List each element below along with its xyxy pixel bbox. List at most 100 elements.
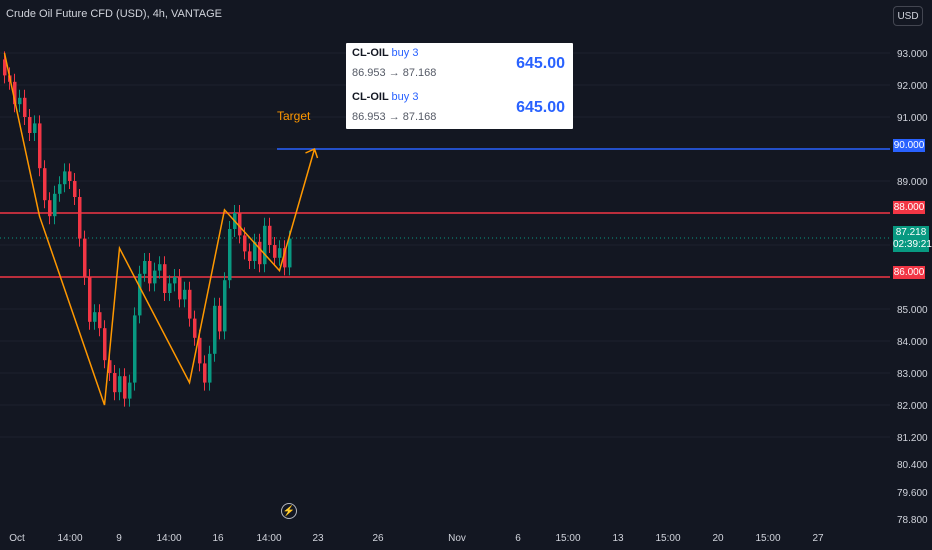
candle — [223, 272, 227, 340]
candle — [43, 160, 47, 209]
candle-body — [123, 376, 127, 399]
x-tick-label: 9 — [116, 533, 122, 544]
pattern-line[interactable] — [3, 52, 316, 406]
y-tick-label: 84.000 — [897, 337, 928, 348]
y-tick-label: 93.000 — [897, 49, 928, 60]
trade-amount: 645.00 — [516, 99, 565, 116]
candle — [3, 51, 7, 84]
x-tick-label: 26 — [372, 533, 384, 544]
currency-button[interactable]: USD — [893, 6, 923, 26]
candle — [58, 176, 62, 202]
candle — [78, 189, 82, 247]
candle-body — [43, 168, 47, 201]
y-tick-label: 85.000 — [897, 305, 928, 316]
price-axis[interactable]: 93.000 92.000 91.000 89.000 85.000 84.000 83.0… — [897, 49, 928, 526]
candle-body — [258, 241, 262, 265]
candle-body — [198, 337, 202, 364]
price-levels — [0, 148, 890, 278]
candle — [88, 269, 92, 330]
trade-side: buy 3 — [391, 47, 419, 59]
time-axis[interactable]: Oct 14:00 9 14:00 16 14:00 23 26 Nov 6 15:00 13 15:0… — [9, 533, 824, 544]
candle-body — [153, 270, 157, 284]
candle — [173, 269, 177, 292]
x-tick-label: 14:00 — [156, 533, 181, 544]
candle-body — [83, 238, 87, 277]
candle-body — [33, 123, 37, 133]
y-tick-label: 82.000 — [897, 401, 928, 412]
y-tick-label: 83.000 — [897, 369, 928, 380]
trade-side: buy 3 — [391, 91, 419, 103]
x-tick-label: Nov — [448, 533, 466, 544]
candle-body — [193, 318, 197, 338]
candle — [208, 345, 212, 391]
candle — [38, 115, 42, 177]
candle-body — [188, 289, 192, 319]
x-tick-label: Oct — [9, 533, 25, 544]
candle-body — [218, 305, 222, 332]
candle — [158, 256, 162, 279]
candle — [13, 73, 17, 113]
candle — [133, 307, 137, 391]
candle-body — [13, 81, 17, 105]
candle — [188, 281, 192, 327]
candle-body — [3, 59, 7, 76]
bar-countdown: 02:39:21 — [893, 239, 932, 250]
candle — [28, 109, 32, 141]
candle-body — [268, 225, 272, 245]
candle — [258, 233, 262, 273]
trade-price-range: 86.953 → 87.168 — [352, 67, 437, 79]
candle-body — [128, 382, 132, 399]
candle — [183, 281, 187, 308]
candle-body — [163, 264, 167, 293]
candle — [128, 374, 132, 407]
x-tick-label: 14:00 — [57, 533, 82, 544]
x-tick-label: 15:00 — [755, 533, 780, 544]
candle — [253, 233, 257, 269]
candle-body — [263, 225, 267, 265]
candle — [263, 217, 267, 273]
zigzag-pattern — [3, 52, 319, 406]
candle-body — [118, 376, 122, 393]
candle-body — [143, 261, 147, 274]
candle-body — [93, 312, 97, 322]
candle — [113, 365, 117, 401]
candle — [193, 310, 197, 346]
candle-body — [18, 97, 22, 105]
candle-body — [238, 213, 242, 236]
candle-body — [68, 171, 72, 181]
candle-body — [168, 283, 172, 293]
candle-body — [208, 353, 212, 383]
trade-price-range: 86.953 → 87.168 — [352, 111, 437, 123]
candle — [98, 304, 102, 337]
candle — [278, 240, 282, 266]
lightning-icon[interactable]: ⚡ — [281, 503, 297, 519]
candle-body — [203, 363, 207, 383]
candle-body — [253, 241, 257, 261]
candle — [83, 230, 87, 285]
arrow-head — [305, 147, 319, 159]
candle — [93, 304, 97, 330]
candle — [118, 368, 122, 401]
last-price: 87.218 — [895, 227, 927, 238]
candle — [138, 265, 142, 324]
candle-body — [38, 123, 42, 169]
trade-symbol: CL-OIL buy 3 — [352, 91, 419, 103]
candle-body — [53, 193, 57, 217]
candle — [238, 205, 242, 244]
y-tick-label: 80.400 — [897, 460, 928, 471]
candle — [268, 217, 272, 253]
candle-body — [228, 229, 232, 281]
candle — [273, 237, 277, 266]
candle-body — [88, 277, 92, 322]
trade-symbol: CL-OIL buy 3 — [352, 47, 419, 59]
candle — [23, 89, 27, 125]
candle — [163, 256, 167, 301]
candle — [283, 240, 287, 276]
candle — [73, 173, 77, 205]
support-price-tag: 86.000 — [893, 266, 925, 279]
candle — [123, 368, 127, 407]
y-tick-label: 78.800 — [897, 515, 928, 526]
candle-body — [278, 248, 282, 258]
candle-body — [108, 360, 112, 373]
